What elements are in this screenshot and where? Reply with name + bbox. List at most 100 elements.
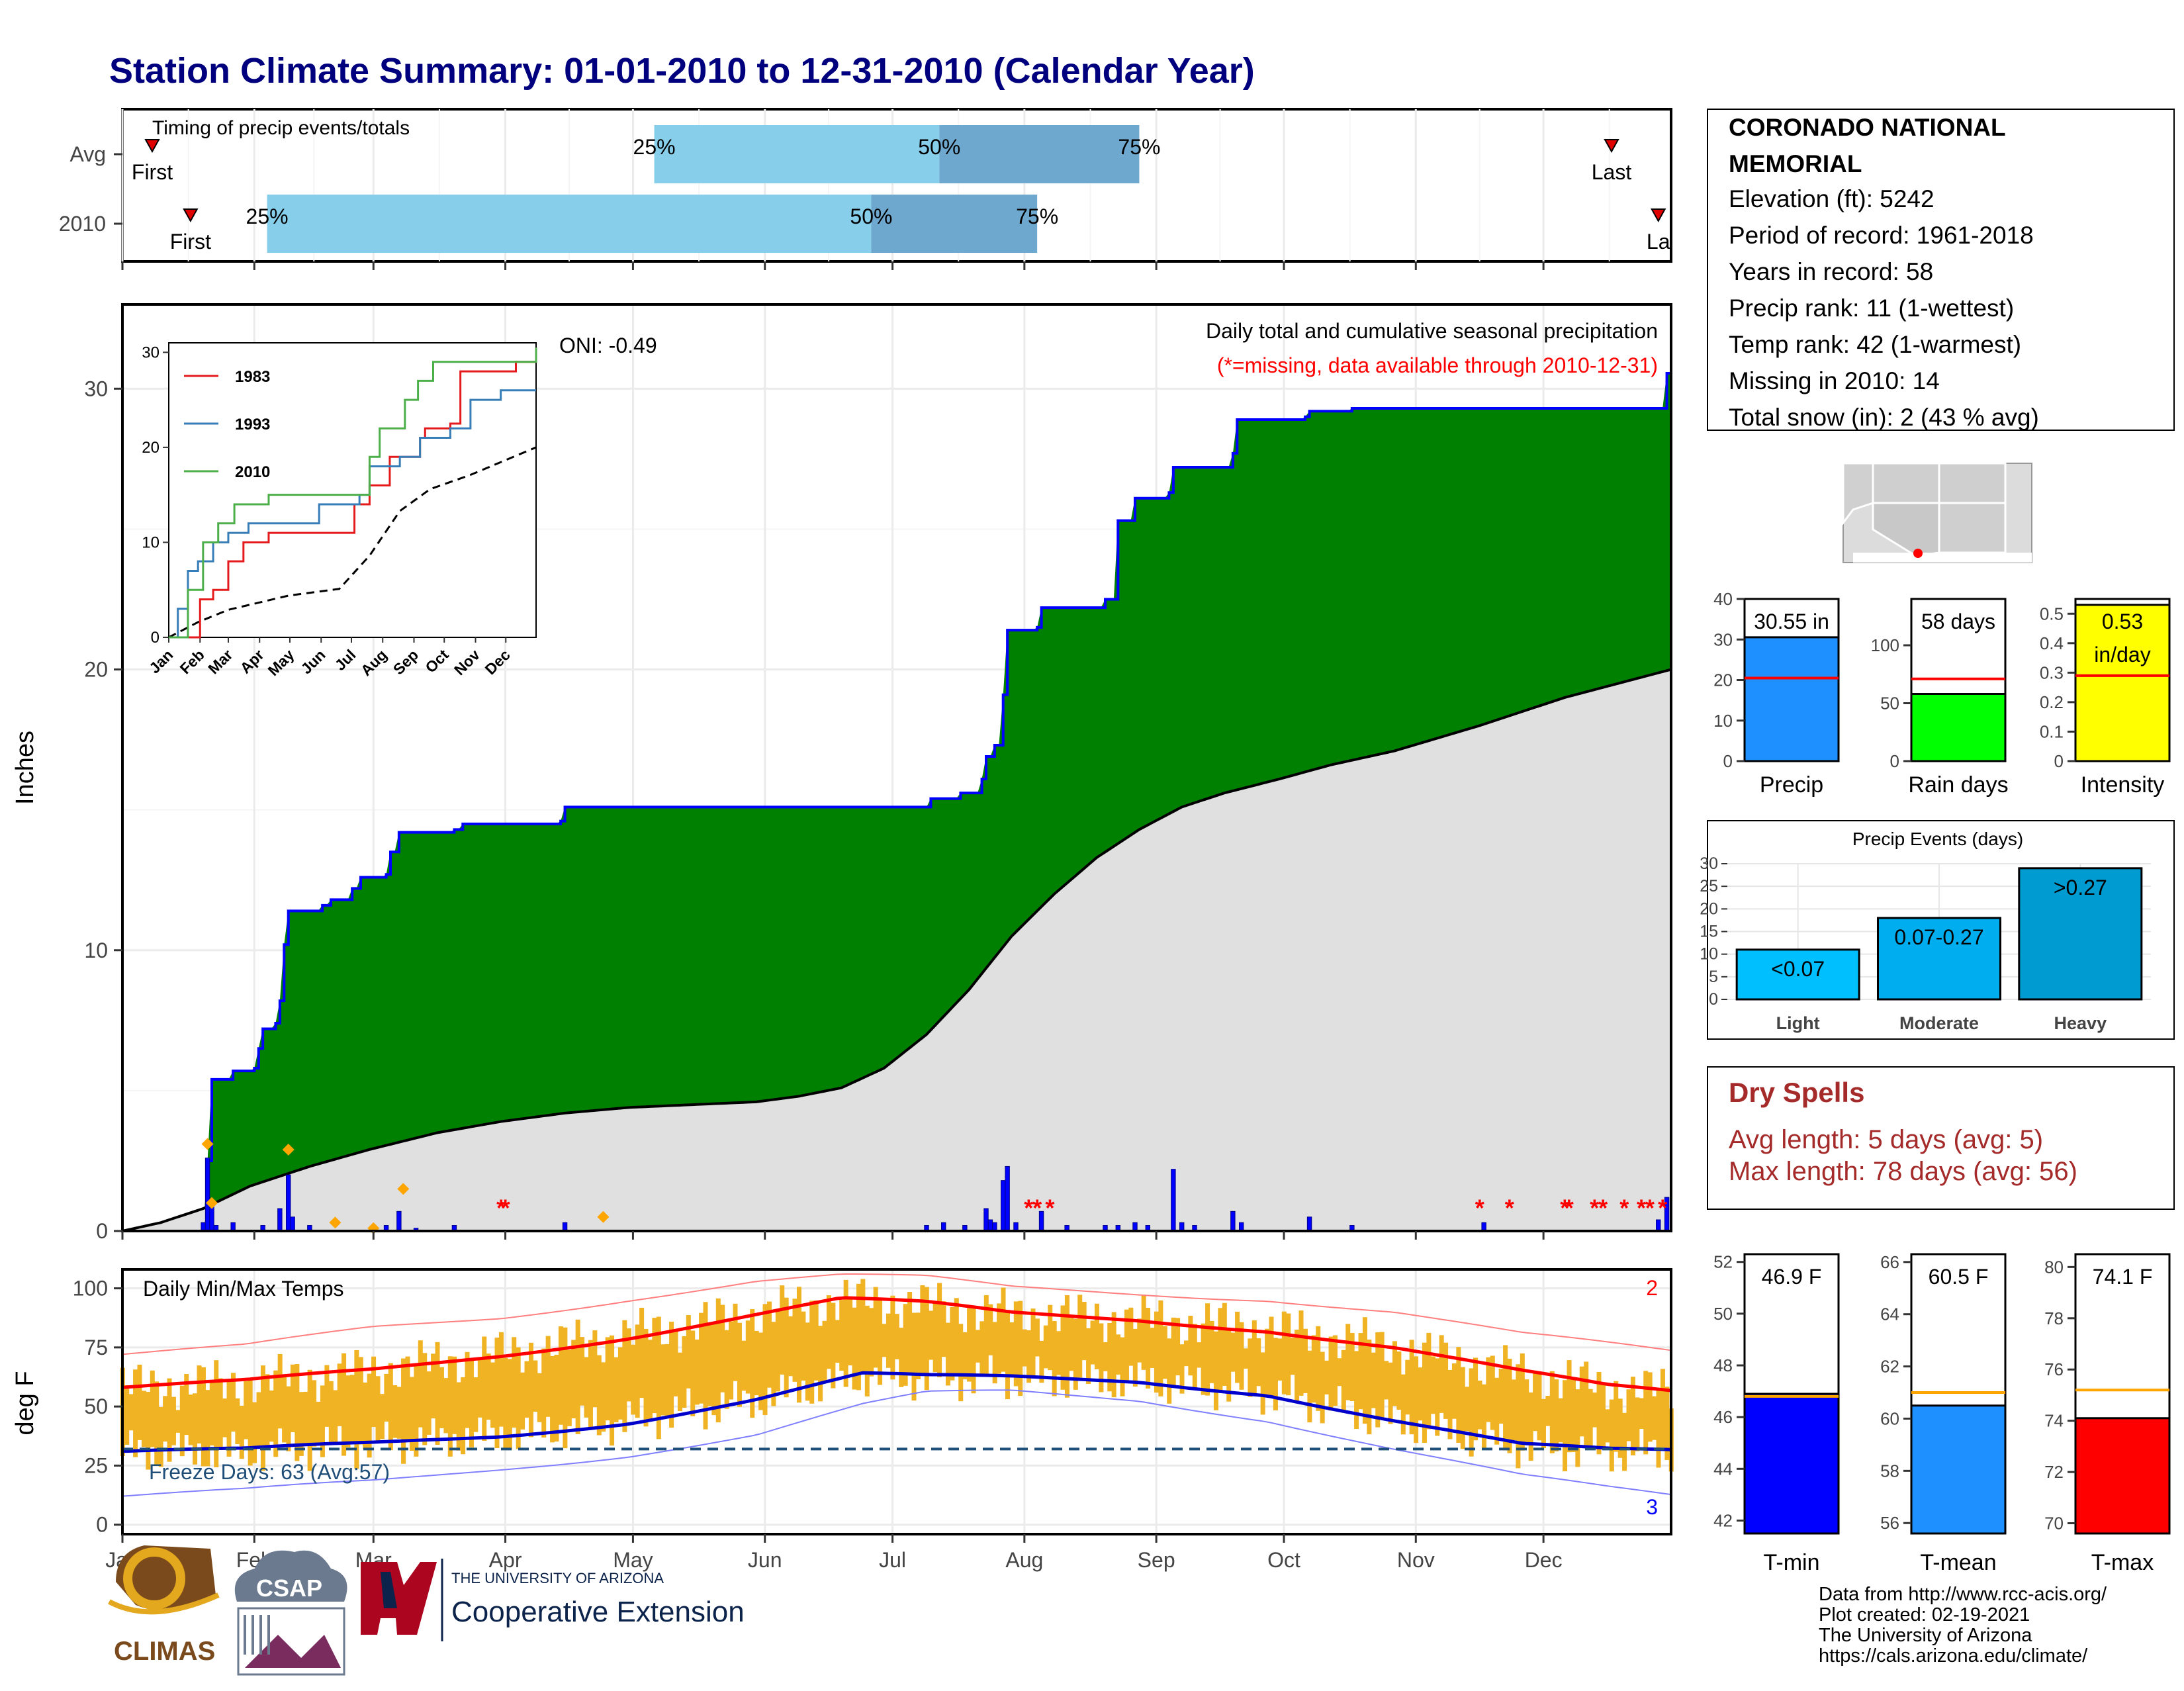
record-low-count: 3	[1646, 1495, 1658, 1519]
temp-day-bar	[1005, 1310, 1010, 1400]
average-min-line	[122, 1371, 1672, 1453]
temp-day-bar	[643, 1328, 649, 1427]
temp-day-bar	[1290, 1338, 1295, 1375]
temp-day-bar	[690, 1330, 696, 1416]
record-high-count: 2	[1646, 1276, 1658, 1300]
temp-day-bar	[639, 1307, 645, 1398]
timing-panel: Timing of precip events/totals Avg 25% 50%…	[59, 108, 1672, 270]
timing-pct-label-0-2: 75%	[1118, 135, 1160, 159]
temp-day-bar	[396, 1387, 402, 1439]
station-name-line2: MEMORIAL	[1729, 150, 1862, 177]
missing-mark-1: *	[501, 1195, 510, 1222]
events-bar-label-2: >0.27	[2054, 876, 2107, 899]
temp-day-bar	[371, 1356, 377, 1428]
temp-day-bar	[992, 1322, 997, 1384]
temp-day-bar	[750, 1309, 755, 1418]
temp-day-bar	[715, 1298, 721, 1423]
temp-day-bar	[1018, 1301, 1023, 1396]
temp-day-bar	[507, 1359, 512, 1450]
temp-day-bar	[154, 1381, 159, 1465]
missing-mark-8: *	[1565, 1195, 1574, 1222]
temp-day-bar	[1269, 1316, 1274, 1396]
tsum-category-1: T-mean	[1920, 1550, 1996, 1575]
temp-day-bar	[1524, 1379, 1529, 1445]
temp-day-bar	[1511, 1379, 1516, 1441]
events-bar-label-0: <0.07	[1771, 957, 1825, 981]
ua-block-a	[361, 1562, 437, 1635]
temp-day-bar	[494, 1338, 500, 1448]
temp-day-bar	[796, 1287, 801, 1403]
tsum-tick-label-2-3: 76	[2044, 1359, 2064, 1379]
month-label-6: Jul	[879, 1548, 906, 1572]
tsum-category-2: T-max	[2091, 1550, 2154, 1575]
temp-day-bar	[873, 1287, 878, 1368]
temp-day-bar	[1192, 1324, 1197, 1389]
events-bar-1	[1877, 917, 2001, 1001]
station-info-box: CORONADO NATIONAL MEMORIAL Elevation (ft…	[1707, 109, 2175, 431]
temp-day-bar	[375, 1376, 381, 1443]
temp-day-bar	[1197, 1342, 1202, 1368]
dry-avg-length: Avg length: 5 days (avg: 5)	[1729, 1125, 2043, 1154]
psum-tick-label-0-2: 20	[1713, 670, 1733, 690]
temp-day-bar	[835, 1320, 840, 1363]
temp-day-bar	[248, 1380, 253, 1466]
temp-day-bar	[758, 1332, 764, 1410]
temp-day-bar	[1171, 1317, 1176, 1386]
temp-day-bar	[1392, 1341, 1397, 1406]
temp-day-bar	[550, 1355, 555, 1443]
temp-day-bar	[771, 1322, 776, 1406]
temp-day-bar	[962, 1332, 968, 1380]
temp-day-bar	[1056, 1331, 1062, 1375]
temp-day-bar	[694, 1340, 700, 1405]
climas-logo-shape	[116, 1545, 216, 1611]
temp-day-bar	[733, 1303, 738, 1381]
temp-day-bar	[1273, 1338, 1278, 1411]
temp-day-bar	[1226, 1330, 1232, 1402]
temp-day-bar	[498, 1332, 504, 1427]
map-colorado	[1938, 462, 2007, 504]
events-tick-label-2: 10	[1700, 945, 1718, 964]
temp-day-bar	[545, 1336, 551, 1417]
temp-day-bar	[1239, 1322, 1244, 1390]
temp-day-bar	[1116, 1334, 1121, 1375]
temp-day-bar	[699, 1312, 704, 1404]
temp-day-bar	[439, 1367, 444, 1428]
temp-day-bar	[1073, 1318, 1078, 1390]
diamond-mark-6	[597, 1211, 610, 1223]
inset-y-tick-label-3: 30	[142, 343, 159, 361]
temp-day-bar	[1477, 1380, 1482, 1430]
temp-y-label: deg F	[11, 1371, 39, 1435]
temp-day-bar	[1316, 1326, 1321, 1411]
temp-y-axis: 0 25 50 75 100	[73, 1277, 122, 1537]
temp-day-bar	[431, 1353, 436, 1419]
temp-day-bar	[1600, 1382, 1606, 1447]
temp-day-bar	[745, 1320, 751, 1394]
temp-day-bar	[1205, 1303, 1210, 1396]
temp-day-bar	[1265, 1328, 1270, 1394]
temp-day-bar	[1456, 1347, 1461, 1443]
temp-day-bar	[265, 1374, 270, 1448]
tsum-category-0: T-min	[1764, 1550, 1820, 1575]
temp-day-bar	[605, 1337, 610, 1421]
dry-spells-panel: Dry Spells Avg length: 5 days (avg: 5) M…	[1707, 1066, 2175, 1210]
footer-credit-1: Plot created: 02-19-2021	[1819, 1604, 2030, 1625]
temp-day-bar	[1175, 1318, 1181, 1376]
temp-day-bar	[1009, 1322, 1015, 1378]
station-frame	[1707, 109, 2175, 431]
temp-day-bar	[405, 1356, 410, 1441]
temp-day-bar	[950, 1306, 955, 1381]
temp-day-bar	[1400, 1374, 1406, 1435]
temp-day-bar	[1060, 1305, 1066, 1390]
month-label-3: Apr	[489, 1548, 522, 1572]
events-bar-label-1: 0.07-0.27	[1894, 925, 1983, 949]
missing-mark-2: *	[1024, 1195, 1033, 1222]
temp-day-bar	[503, 1357, 508, 1449]
month-label-8: Sep	[1138, 1548, 1175, 1572]
temp-day-bar	[1367, 1340, 1372, 1435]
events-title: Precip Events (days)	[1852, 829, 2023, 849]
temp-day-bar	[358, 1357, 363, 1445]
missing-mark-10: *	[1598, 1195, 1608, 1222]
temp-day-bar	[1295, 1330, 1300, 1404]
temp-day-bar	[1375, 1332, 1381, 1428]
